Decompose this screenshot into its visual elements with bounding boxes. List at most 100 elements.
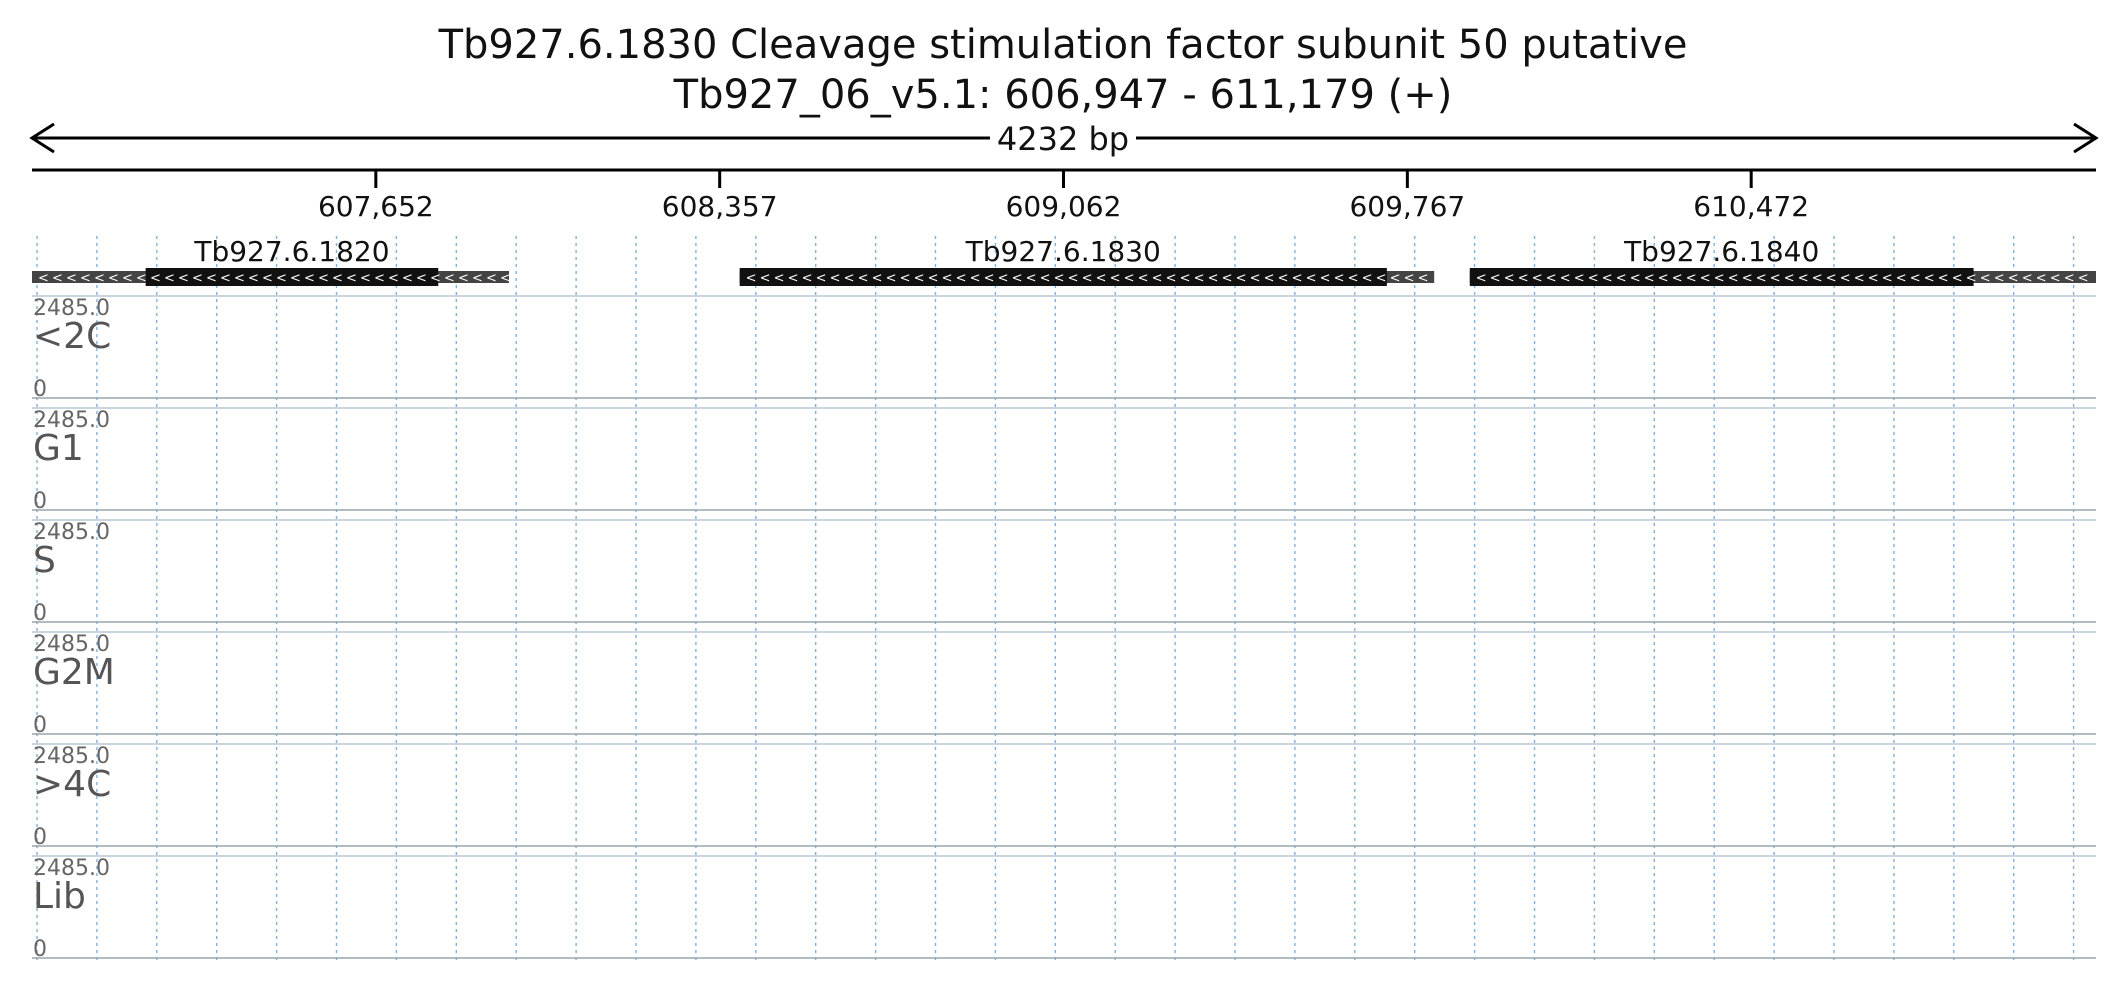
strand-arrow: <	[1476, 271, 1487, 286]
strand-arrow: <	[1756, 271, 1767, 286]
strand-arrow: <	[1376, 271, 1387, 286]
strand-arrow: <	[1348, 271, 1359, 286]
strand-arrow: <	[262, 271, 273, 286]
gene-tb927-6-1840: < < < < < < < < < < < < < < < < < < < < < < < < < < < < < < < < < < < < < < < <…	[1469, 235, 2096, 286]
gene-tb927-6-1830: < < < < < < < < < < < < < < < < < < < < < < < < < < < < < < < < < < < < < < < <…	[739, 235, 1435, 286]
strand-arrow: <	[1812, 271, 1823, 286]
chart-title: Tb927.6.1830 Cleavage stimulation factor…	[438, 22, 1688, 68]
strand-arrow: <	[1532, 271, 1543, 286]
track-ymin-label: 0	[33, 937, 47, 962]
strand-arrow: <	[2078, 271, 2089, 286]
strand-arrow: <	[1222, 271, 1233, 286]
strand-arrow: <	[1208, 271, 1219, 286]
strand-arrow: <	[1546, 271, 1557, 286]
track-ymin-label: 0	[33, 489, 47, 514]
strand-arrow: <	[220, 271, 231, 286]
strand-arrow: <	[1054, 271, 1065, 286]
strand-arrow: <	[290, 271, 301, 286]
length-arrow: 4232 bp	[29, 120, 2099, 158]
strand-arrow: <	[956, 271, 967, 286]
strand-arrow: <	[1770, 271, 1781, 286]
strand-arrow: <	[388, 271, 399, 286]
track-ymax-label: 2485.0	[33, 856, 110, 881]
strand-arrow: <	[1980, 271, 1991, 286]
strand-arrow: <	[914, 271, 925, 286]
strand-arrow: <	[192, 271, 203, 286]
strand-arrow: <	[1068, 271, 1079, 286]
strand-arrow: <	[332, 271, 343, 286]
strand-arrow: <	[416, 271, 427, 286]
track-1: 2485.0G1 0	[32, 407, 2096, 514]
strand-arrow: <	[1278, 271, 1289, 286]
strand-arrow: <	[970, 271, 981, 286]
strand-arrow: <	[872, 271, 883, 286]
track-name: G1	[33, 428, 84, 469]
strand-arrow: <	[1334, 271, 1345, 286]
strand-arrow: <	[1924, 271, 1935, 286]
strand-arrow: <	[500, 271, 511, 286]
strand-arrow: <	[38, 271, 49, 286]
strand-arrow: <	[1390, 271, 1401, 286]
strand-arrow: <	[1700, 271, 1711, 286]
strand-arrow: <	[234, 271, 245, 286]
strand-arrow: <	[1306, 271, 1317, 286]
strand-arrow: <	[1418, 271, 1429, 286]
strand-arrow: <	[1742, 271, 1753, 286]
strand-arrow: <	[206, 271, 217, 286]
track-ymin-label: 0	[33, 601, 47, 626]
axis-tick-label: 607,652	[318, 190, 434, 223]
track-0: 2485.0<2C 0	[32, 295, 2096, 402]
strand-arrow: <	[1504, 271, 1515, 286]
strand-arrow: <	[886, 271, 897, 286]
strand-arrow: <	[1574, 271, 1585, 286]
gene-label: Tb927.6.1820	[193, 235, 389, 268]
strand-arrow: <	[844, 271, 855, 286]
strand-arrow: <	[2008, 271, 2019, 286]
strand-arrow: <	[66, 271, 77, 286]
strand-arrow: <	[94, 271, 105, 286]
strand-arrow: <	[164, 271, 175, 286]
strand-arrow: <	[1110, 271, 1121, 286]
strand-arrow: <	[150, 271, 161, 286]
gene-tb927-6-1820: < < < < < < < < < < < < < < < < < < < < < < < < < < < < < < < < < <Tb927.…	[32, 235, 511, 286]
strand-arrow: <	[1966, 271, 1977, 286]
strand-arrow: <	[1250, 271, 1261, 286]
strand-arrow: <	[928, 271, 939, 286]
strand-arrow: <	[374, 271, 385, 286]
track-ymax-label: 2485.0	[33, 296, 110, 321]
strand-arrow: <	[1292, 271, 1303, 286]
strand-arrow: <	[248, 271, 259, 286]
strand-arrow: <	[458, 271, 469, 286]
length-label: 4232 bp	[997, 120, 1129, 158]
strand-arrow: <	[1124, 271, 1135, 286]
strand-arrow: <	[830, 271, 841, 286]
gene-label: Tb927.6.1840	[1623, 235, 1819, 268]
track-name: G2M	[33, 652, 115, 693]
strand-arrow: <	[1560, 271, 1571, 286]
axis-tick-label: 610,472	[1693, 190, 1809, 223]
strand-arrow: <	[1040, 271, 1051, 286]
strand-arrow: <	[80, 271, 91, 286]
strand-arrow: <	[1896, 271, 1907, 286]
track-ymin-label: 0	[33, 377, 47, 402]
strand-arrow: <	[1994, 271, 2005, 286]
gene-cds	[1469, 268, 1974, 286]
track-name: S	[33, 540, 56, 581]
gene-cds	[739, 268, 1387, 286]
strand-arrow: <	[802, 271, 813, 286]
axis-tick-label: 609,062	[1006, 190, 1122, 223]
gene-cds	[145, 268, 439, 286]
strand-arrow: <	[1588, 271, 1599, 286]
strand-arrow: <	[122, 271, 133, 286]
track-ymax-label: 2485.0	[33, 520, 110, 545]
strand-arrow: <	[52, 271, 63, 286]
strand-arrow: <	[1952, 271, 1963, 286]
strand-arrow: <	[1728, 271, 1739, 286]
strand-arrow: <	[1616, 271, 1627, 286]
strand-arrow: <	[1938, 271, 1949, 286]
track-2: 2485.0S 0	[32, 519, 2096, 626]
strand-arrow: <	[402, 271, 413, 286]
